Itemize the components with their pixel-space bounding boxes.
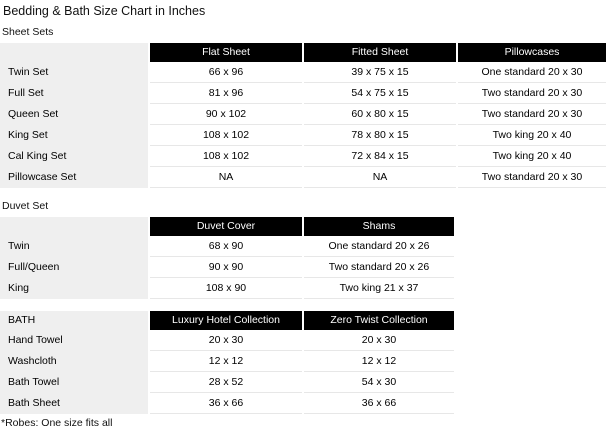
row-label: Bath Sheet bbox=[0, 393, 148, 414]
cell-duvet-cover: 68 x 90 bbox=[150, 236, 302, 257]
cell-zero-twist: 54 x 30 bbox=[304, 372, 454, 393]
row-label: Bath Towel bbox=[0, 372, 148, 393]
duvet-set-table: Duvet Cover Shams Twin 68 x 90 One stand… bbox=[0, 217, 606, 299]
column-header-zero-twist-collection: Zero Twist Collection bbox=[304, 311, 454, 330]
table-row: King 108 x 90 Two king 21 x 37 bbox=[0, 278, 606, 299]
cell-flat-sheet: NA bbox=[150, 167, 302, 188]
cell-zero-twist: 20 x 30 bbox=[304, 330, 454, 351]
section-label-duvet-set: Duvet Set bbox=[2, 200, 49, 212]
corner-cell bbox=[0, 43, 148, 62]
cell-duvet-cover: 108 x 90 bbox=[150, 278, 302, 299]
column-header-fitted-sheet: Fitted Sheet bbox=[304, 43, 456, 62]
cell-zero-twist: 36 x 66 bbox=[304, 393, 454, 414]
column-header-pillowcases: Pillowcases bbox=[458, 43, 606, 62]
cell-pillowcases: Two standard 20 x 30 bbox=[458, 83, 606, 104]
cell-pillowcases: Two king 20 x 40 bbox=[458, 146, 606, 167]
table-row: Twin Set 66 x 96 39 x 75 x 15 One standa… bbox=[0, 62, 606, 83]
row-label: Full/Queen bbox=[0, 257, 148, 278]
column-header-duvet-cover: Duvet Cover bbox=[150, 217, 302, 236]
row-label: Twin Set bbox=[0, 62, 148, 83]
cell-zero-twist: 12 x 12 bbox=[304, 351, 454, 372]
row-label: Cal King Set bbox=[0, 146, 148, 167]
table-row: Cal King Set 108 x 102 72 x 84 x 15 Two … bbox=[0, 146, 606, 167]
cell-fitted-sheet: NA bbox=[304, 167, 456, 188]
row-label: King bbox=[0, 278, 148, 299]
row-label: Pillowcase Set bbox=[0, 167, 148, 188]
table-header-row: BATH Luxury Hotel Collection Zero Twist … bbox=[0, 311, 606, 330]
cell-flat-sheet: 81 x 96 bbox=[150, 83, 302, 104]
cell-pillowcases: One standard 20 x 30 bbox=[458, 62, 606, 83]
cell-fitted-sheet: 72 x 84 x 15 bbox=[304, 146, 456, 167]
cell-pillowcases: Two king 20 x 40 bbox=[458, 125, 606, 146]
cell-flat-sheet: 108 x 102 bbox=[150, 146, 302, 167]
cell-pillowcases: Two standard 20 x 30 bbox=[458, 167, 606, 188]
row-label: Queen Set bbox=[0, 104, 148, 125]
cell-shams: Two standard 20 x 26 bbox=[304, 257, 454, 278]
table-row: Full/Queen 90 x 90 Two standard 20 x 26 bbox=[0, 257, 606, 278]
table-header-row: Flat Sheet Fitted Sheet Pillowcases bbox=[0, 43, 606, 62]
table-row: Pillowcase Set NA NA Two standard 20 x 3… bbox=[0, 167, 606, 188]
table-row: King Set 108 x 102 78 x 80 x 15 Two king… bbox=[0, 125, 606, 146]
cell-pillowcases: Two standard 20 x 30 bbox=[458, 104, 606, 125]
table-row: Bath Towel 28 x 52 54 x 30 bbox=[0, 372, 606, 393]
corner-cell bbox=[0, 217, 148, 236]
column-header-luxury-hotel-collection: Luxury Hotel Collection bbox=[150, 311, 302, 330]
row-group-header-bath: BATH bbox=[0, 311, 148, 330]
cell-flat-sheet: 108 x 102 bbox=[150, 125, 302, 146]
column-header-shams: Shams bbox=[304, 217, 454, 236]
table-row: Full Set 81 x 96 54 x 75 x 15 Two standa… bbox=[0, 83, 606, 104]
row-label: Twin bbox=[0, 236, 148, 257]
row-label: King Set bbox=[0, 125, 148, 146]
cell-luxury-hotel: 20 x 30 bbox=[150, 330, 302, 351]
section-label-sheet-sets: Sheet Sets bbox=[2, 26, 54, 38]
robes-footnote: *Robes: One size fits all bbox=[1, 417, 113, 429]
row-label: Washcloth bbox=[0, 351, 148, 372]
table-row: Hand Towel 20 x 30 20 x 30 bbox=[0, 330, 606, 351]
sheet-sets-table: Flat Sheet Fitted Sheet Pillowcases Twin… bbox=[0, 43, 606, 188]
table-row: Twin 68 x 90 One standard 20 x 26 bbox=[0, 236, 606, 257]
table-row: Bath Sheet 36 x 66 36 x 66 bbox=[0, 393, 606, 414]
cell-duvet-cover: 90 x 90 bbox=[150, 257, 302, 278]
cell-flat-sheet: 90 x 102 bbox=[150, 104, 302, 125]
cell-shams: Two king 21 x 37 bbox=[304, 278, 454, 299]
row-label: Full Set bbox=[0, 83, 148, 104]
table-header-row: Duvet Cover Shams bbox=[0, 217, 606, 236]
cell-fitted-sheet: 39 x 75 x 15 bbox=[304, 62, 456, 83]
row-label: Hand Towel bbox=[0, 330, 148, 351]
page-title: Bedding & Bath Size Chart in Inches bbox=[3, 4, 206, 18]
table-row: Washcloth 12 x 12 12 x 12 bbox=[0, 351, 606, 372]
cell-flat-sheet: 66 x 96 bbox=[150, 62, 302, 83]
column-header-flat-sheet: Flat Sheet bbox=[150, 43, 302, 62]
cell-luxury-hotel: 12 x 12 bbox=[150, 351, 302, 372]
bath-table: BATH Luxury Hotel Collection Zero Twist … bbox=[0, 311, 606, 414]
cell-luxury-hotel: 36 x 66 bbox=[150, 393, 302, 414]
table-row: Queen Set 90 x 102 60 x 80 x 15 Two stan… bbox=[0, 104, 606, 125]
cell-fitted-sheet: 60 x 80 x 15 bbox=[304, 104, 456, 125]
cell-fitted-sheet: 54 x 75 x 15 bbox=[304, 83, 456, 104]
cell-luxury-hotel: 28 x 52 bbox=[150, 372, 302, 393]
cell-shams: One standard 20 x 26 bbox=[304, 236, 454, 257]
cell-fitted-sheet: 78 x 80 x 15 bbox=[304, 125, 456, 146]
